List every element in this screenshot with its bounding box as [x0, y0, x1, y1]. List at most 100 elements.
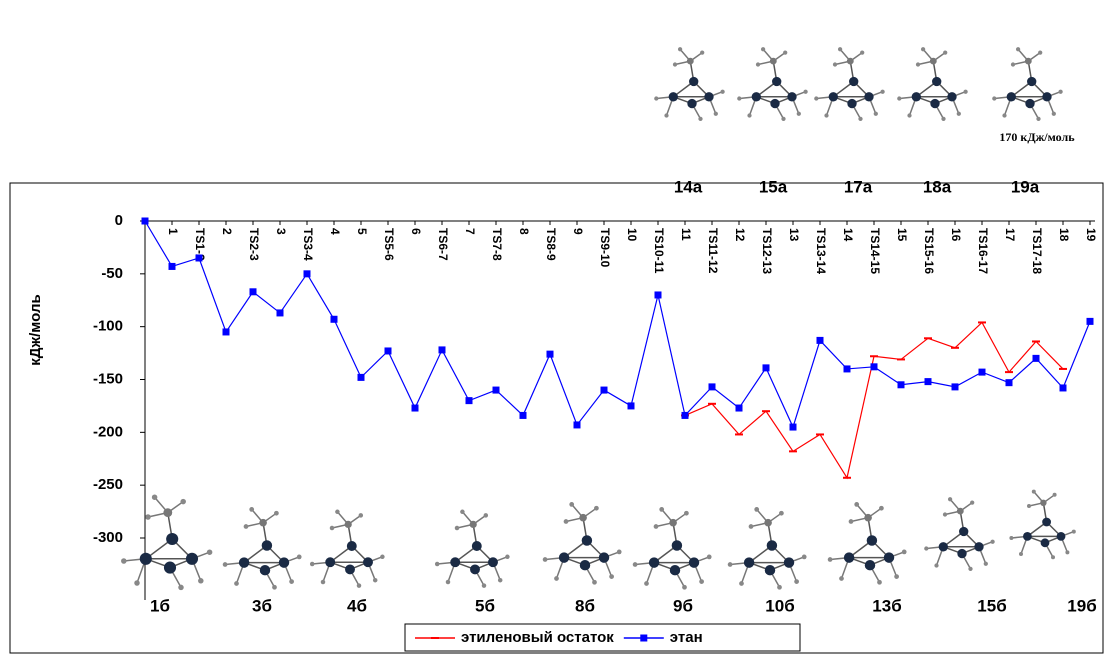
atom-h [357, 583, 362, 588]
x-tick-label: 6 [409, 228, 423, 235]
atom-h [594, 506, 599, 511]
atom-h [244, 524, 249, 529]
x-tick-label: TS12-13 [760, 228, 774, 274]
point [952, 383, 959, 390]
atom-h [297, 555, 302, 560]
y-tick-label: -50 [101, 265, 123, 282]
atom [787, 92, 796, 101]
atom-h [684, 511, 689, 516]
molecule [223, 507, 302, 590]
atom-h [223, 562, 228, 567]
atom-h [1038, 50, 1042, 54]
point [897, 358, 905, 360]
atom-h [970, 500, 974, 504]
legend: этиленовый остатокэтан [405, 624, 800, 651]
atom [1025, 99, 1034, 108]
molecule [924, 497, 995, 571]
atom-h [934, 563, 938, 567]
atom [849, 77, 858, 86]
x-tick-label: 13 [787, 228, 801, 242]
atom-h [1019, 552, 1023, 556]
atom-h [654, 524, 659, 529]
atom [689, 77, 698, 86]
x-tick-label: TS13-14 [814, 228, 828, 274]
atom-h [654, 96, 658, 100]
point [709, 383, 716, 390]
annotation: 170 кДж/моль [999, 130, 1075, 144]
atom-h [838, 47, 842, 51]
atom [363, 557, 373, 567]
atom [932, 77, 941, 86]
atom-h [833, 62, 837, 66]
atom [912, 92, 921, 101]
atom-h [948, 497, 952, 501]
atom-h [897, 96, 901, 100]
atom-h [699, 579, 704, 584]
atom-h [707, 555, 712, 560]
chart: кДж/моль 170 кДж/моль этиленовый остаток… [0, 0, 1109, 656]
point [223, 328, 230, 335]
y-tick-label: -200 [93, 423, 123, 440]
atom [974, 542, 983, 551]
atom-h [455, 526, 460, 531]
point [412, 405, 419, 412]
point [925, 378, 932, 385]
atom-h [249, 507, 254, 512]
atom [345, 564, 355, 574]
atom-h [849, 519, 854, 524]
point [1033, 355, 1040, 362]
atom [580, 560, 590, 570]
point [520, 412, 527, 419]
atom [186, 553, 198, 565]
x-tick-label: TS2-3 [247, 228, 261, 261]
atom-h [916, 62, 920, 66]
atom [669, 519, 677, 527]
atom-h [860, 50, 864, 54]
structure-label: 8б [575, 596, 595, 615]
point [466, 397, 473, 404]
atom [472, 541, 482, 551]
atom-h [963, 90, 967, 94]
x-tick-label: 17 [1003, 228, 1017, 242]
structure-label: 10б [765, 596, 794, 615]
atom [672, 540, 682, 550]
atom-h [968, 567, 972, 571]
atom [687, 99, 696, 108]
atom-h [874, 112, 878, 116]
atom [744, 557, 754, 567]
atom-h [310, 562, 315, 567]
structure-label: 15б [977, 596, 1006, 615]
atom [345, 521, 352, 528]
point [979, 369, 986, 376]
point [1032, 340, 1040, 342]
point [628, 402, 635, 409]
atom-h [921, 47, 925, 51]
atom-h [714, 112, 718, 116]
point [898, 381, 905, 388]
atom-h [1009, 536, 1013, 540]
atom-h [330, 526, 335, 531]
atom-h [1051, 555, 1055, 559]
atom-h [207, 549, 213, 555]
molecule [633, 507, 712, 590]
atom [884, 552, 894, 562]
series-line [145, 221, 1090, 427]
molecule [435, 510, 510, 588]
atom-h [505, 555, 510, 560]
atom [957, 549, 966, 558]
x-tick-label: 3 [274, 228, 288, 235]
point [142, 218, 149, 225]
atom-h [152, 494, 158, 500]
atom-h [460, 510, 465, 515]
atom-h [484, 513, 489, 518]
point [574, 421, 581, 428]
point [547, 351, 554, 358]
point [331, 316, 338, 323]
x-tick-label: TS10-11 [652, 228, 666, 274]
atom [864, 514, 872, 522]
atom [770, 58, 777, 65]
atom [1027, 77, 1036, 86]
x-tick-label: TS5-6 [382, 228, 396, 261]
atom-h [879, 506, 884, 511]
point [601, 387, 608, 394]
